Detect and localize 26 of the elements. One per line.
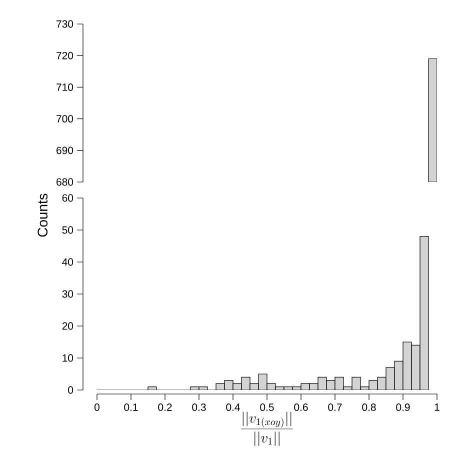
x-tick-label: 1 <box>434 404 440 411</box>
x-tick-label: 0.5 <box>260 404 274 411</box>
x-tick-label: 0.6 <box>294 404 308 411</box>
x-tick-label: 0 <box>94 404 100 411</box>
y-tick-label: 720 <box>56 52 74 60</box>
y-tick-label: 710 <box>56 84 74 91</box>
x-tick-label: 0.2 <box>158 404 172 411</box>
x-axis-title: $\frac{||v_{1(xoy)}||}{||v_1||}$ <box>241 412 293 446</box>
y-tick-label: 20 <box>62 322 74 330</box>
y-tick-label: 690 <box>56 146 74 154</box>
y-axis-title: Counts <box>38 194 48 237</box>
x-tick-label: 0.1 <box>124 404 138 411</box>
x-tick-label: 0.7 <box>328 404 342 411</box>
y-tick-label: 700 <box>56 115 74 123</box>
x-tick-label: 0.4 <box>226 404 240 411</box>
y-tick-label: 680 <box>56 178 74 186</box>
y-tick-label: 730 <box>56 20 74 28</box>
y-tick-label: 60 <box>62 194 74 202</box>
y-tick-label: 10 <box>62 354 74 362</box>
y-tick-label: 50 <box>62 226 74 234</box>
y-tick-label: 30 <box>62 290 74 298</box>
y-tick-label: 40 <box>62 258 74 266</box>
x-tick-label: 0.9 <box>396 404 410 411</box>
y-tick-label: 0 <box>68 386 74 394</box>
x-tick-label: 0.3 <box>192 404 206 411</box>
x-tick-label: 0.8 <box>362 404 376 411</box>
